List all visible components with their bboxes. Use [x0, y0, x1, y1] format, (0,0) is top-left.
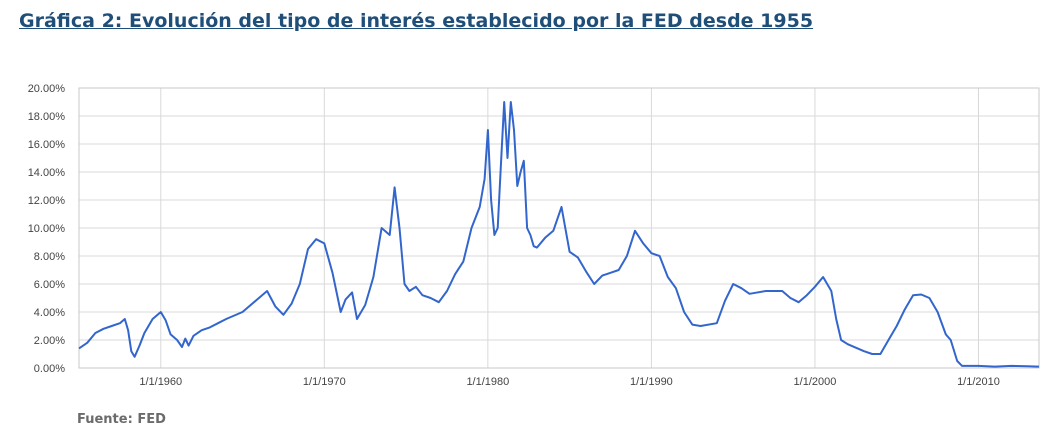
y-tick-label: 18.00%	[28, 111, 66, 123]
x-tick-label: 1/1/2000	[794, 376, 837, 388]
horizontal-gridlines	[79, 87, 1039, 369]
y-tick-label: 0.00%	[34, 363, 65, 375]
y-tick-label: 6.00%	[34, 279, 65, 291]
x-tick-label: 1/1/1990	[630, 376, 673, 388]
x-tick-label: 1/1/2010	[957, 376, 1000, 388]
x-tick-label: 1/1/1980	[466, 376, 509, 388]
y-tick-label: 4.00%	[34, 307, 65, 319]
series-line	[78, 101, 1040, 368]
series-layer	[78, 101, 1040, 368]
y-tick-label: 2.00%	[34, 335, 65, 347]
source-note: Fuente: FED	[77, 412, 166, 427]
y-tick-label: 16.00%	[28, 139, 66, 151]
y-tick-label: 8.00%	[34, 251, 65, 263]
x-tick-label: 1/1/1960	[139, 376, 182, 388]
fed-rate-chart: 0.00% 2.00% 4.00% 6.00% 8.00% 10.00% 12.00% 14.…	[28, 83, 1040, 388]
y-tick-label: 14.00%	[28, 167, 66, 179]
y-tick-label: 12.00%	[28, 195, 66, 207]
y-tick-label: 10.00%	[28, 223, 66, 235]
x-axis-labels: 1/1/1960 1/1/1970 1/1/1980 1/1/1990 1/1/2000…	[139, 376, 1000, 388]
plot-frame	[78, 87, 1040, 369]
chart-title: Gráfica 2: Evolución del tipo de interés…	[19, 10, 814, 32]
x-tick-label: 1/1/1970	[303, 376, 346, 388]
y-axis-labels: 0.00% 2.00% 4.00% 6.00% 8.00% 10.00% 12.00% 14.…	[28, 83, 66, 375]
y-tick-label: 20.00%	[28, 83, 66, 95]
